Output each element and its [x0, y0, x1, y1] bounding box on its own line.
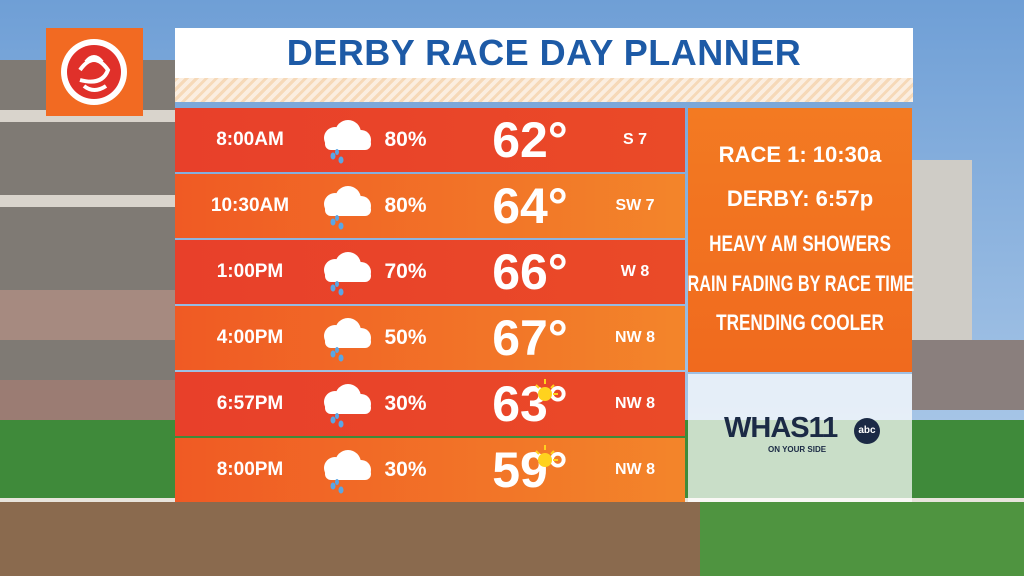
precip-chance: 80%: [384, 128, 427, 151]
forecast-row: 4:00PM 50% 67° NW 8: [175, 306, 685, 370]
time: 4:00PM: [216, 327, 284, 348]
precip-chance: 70%: [384, 260, 427, 283]
icon-holder: [315, 184, 377, 235]
slogan: ON YOUR SIDE: [768, 445, 827, 454]
summary-panel: RACE 1: 10:30a DERBY: 6:57p HEAVY AM SHO…: [687, 108, 915, 372]
network-logo: abc: [854, 418, 880, 444]
time: 8:00AM: [216, 129, 284, 150]
forecast-row: 10:30AM 80% 64° SW 7: [175, 174, 685, 238]
forecast-row: 6:57PM 30% 63° NW 8: [175, 372, 685, 436]
forecast-row: 8:00PM 30% 59° NW 8: [175, 438, 685, 502]
time: 8:00PM: [216, 459, 284, 480]
precip-chance: 50%: [384, 326, 427, 349]
sun-icon: [535, 445, 558, 467]
precip-chance: 30%: [384, 392, 427, 415]
forecast-row: 1:00PM 70% 66° W 8: [175, 240, 685, 304]
icon-holder: [315, 382, 377, 433]
summary-line: DERBY: 6:57p: [726, 186, 874, 211]
wind: NW 8: [615, 329, 655, 346]
wind: SW 7: [615, 197, 655, 214]
weather-icon: [324, 186, 371, 230]
summary-line: TRENDING COOLER: [716, 310, 884, 335]
station-logo-box: WHAS11 abc ON YOUR SIDE: [688, 374, 912, 502]
precip-chance: 80%: [384, 194, 427, 217]
icon-holder: [315, 118, 377, 169]
wind: NW 8: [615, 461, 655, 478]
icon-holder: [315, 250, 377, 301]
weather-icon: [324, 450, 371, 494]
sun-icon: [535, 379, 558, 401]
forecast-row: 8:00AM 80% 62° S 7: [175, 108, 685, 172]
weather-icon: [324, 384, 371, 428]
icon-holder: [315, 316, 377, 367]
station-name: WHAS11: [724, 412, 838, 444]
title: DERBY RACE DAY PLANNER: [286, 32, 802, 73]
temperature: 64°: [492, 178, 568, 234]
temperature: 62°: [492, 112, 568, 168]
precip-chance: 30%: [384, 458, 427, 481]
summary-line: RACE 1: 10:30a: [718, 142, 882, 167]
temperature: 63°: [492, 376, 568, 432]
wind: W 8: [620, 263, 650, 280]
temperature: 66°: [492, 244, 568, 300]
wind: S 7: [622, 131, 647, 148]
title-panel: DERBY RACE DAY PLANNER: [175, 28, 913, 78]
summary-line: RAIN FADING BY RACE TIME: [687, 271, 915, 296]
time: 1:00PM: [216, 261, 284, 282]
weather-icon: [324, 252, 371, 296]
time: 10:30AM: [210, 195, 290, 216]
summary-line: HEAVY AM SHOWERS: [709, 231, 891, 256]
temperature: 67°: [492, 310, 568, 366]
stripe-band: [175, 78, 913, 102]
time: 6:57PM: [216, 393, 284, 414]
weather-icon: [324, 120, 371, 164]
weather-icon: [324, 318, 371, 362]
wind: NW 8: [615, 395, 655, 412]
temperature: 59°: [492, 442, 568, 498]
icon-holder: [315, 448, 377, 499]
